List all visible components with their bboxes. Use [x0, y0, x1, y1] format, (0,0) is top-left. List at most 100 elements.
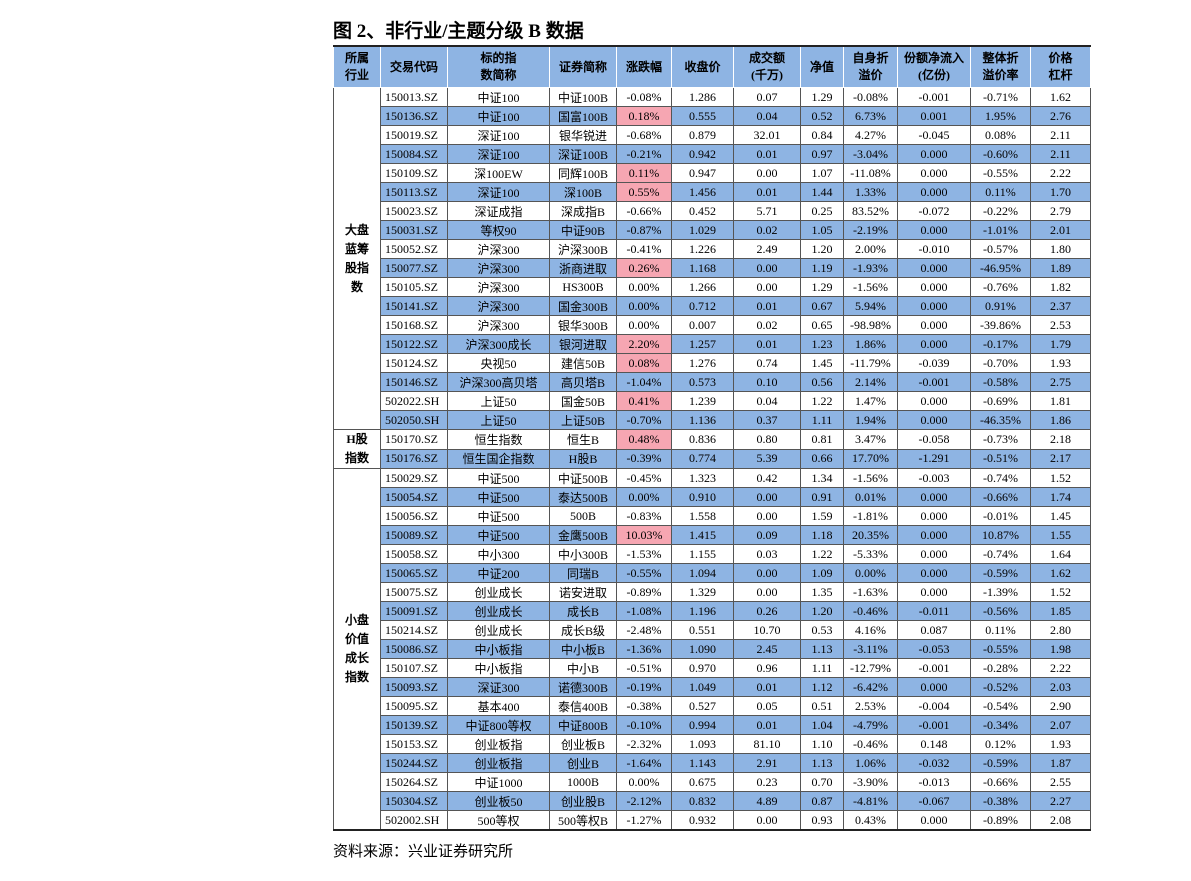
table-cell: 0.000 [897, 296, 971, 316]
table-cell: 0.01 [733, 334, 801, 354]
table-cell: 沪深300 [447, 277, 550, 297]
table-cell: 0.00% [616, 296, 672, 316]
table-cell: -39.86% [970, 315, 1031, 335]
table-cell: 0.836 [671, 429, 734, 450]
table-cell: 沪深300成长 [447, 334, 550, 354]
table-cell: 150084.SZ [380, 144, 448, 164]
table-cell: 150122.SZ [380, 334, 448, 354]
table-cell: 中证800等权 [447, 715, 550, 735]
table-cell: 0.000 [897, 258, 971, 278]
table-cell: 2.76 [1030, 106, 1091, 126]
table-cell: 150058.SZ [380, 544, 448, 564]
table-cell: 0.55% [616, 182, 672, 202]
table-cell: 1.093 [671, 734, 734, 754]
table-cell: 0.774 [671, 448, 734, 469]
table-cell: 2.00% [843, 239, 898, 259]
table-cell: 150075.SZ [380, 582, 448, 602]
table-cell: 1.94% [843, 410, 898, 430]
table-cell: 0.05 [733, 696, 801, 716]
table-cell: 150077.SZ [380, 258, 448, 278]
table-cell: 150168.SZ [380, 315, 448, 335]
table-cell: 150176.SZ [380, 448, 448, 469]
table-cell: -0.08% [616, 87, 672, 107]
column-header: 涨跌幅 [616, 45, 672, 88]
table-cell: 同瑞B [549, 563, 617, 583]
text-line: 数简称 [480, 68, 517, 82]
table-cell: 0.675 [671, 772, 734, 792]
table-cell: 上证50B [549, 410, 617, 430]
table-cell: 2.75 [1030, 372, 1091, 392]
table-cell: 0.00 [733, 563, 801, 583]
table-cell: 0.994 [671, 715, 734, 735]
table-cell: 0.087 [897, 620, 971, 640]
table-cell: -1.81% [843, 506, 898, 526]
table-cell: -3.11% [843, 639, 898, 659]
table-cell: 0.01 [733, 296, 801, 316]
data-table: 所属 行业 交易代码 标的指 数简称 证券简称 涨跌幅 收盘价 成交额 (千万) 净值 自身折 溢价 份额… [333, 45, 1091, 831]
table-cell: 1.74 [1030, 487, 1091, 507]
table-cell: 2.03 [1030, 677, 1091, 697]
table-cell: 500等权 [447, 810, 550, 831]
table-cell: 1.05 [800, 220, 844, 240]
table-cell: -2.19% [843, 220, 898, 240]
group-label: 大盘 蓝筹 股指数 [333, 87, 381, 430]
table-row: 150056.SZ 中证500 500B -0.83% 1.558 0.00 1.59 -1.… [334, 506, 1091, 526]
text-line: (亿份) [918, 68, 950, 82]
table-cell: 0.51 [800, 696, 844, 716]
table-cell: -0.83% [616, 506, 672, 526]
table-cell: 150109.SZ [380, 163, 448, 183]
text-line: 价值 [344, 632, 369, 646]
text-line: 溢价率 [982, 68, 1019, 82]
table-cell: 1.86 [1030, 410, 1091, 430]
table-cell: -0.57% [970, 239, 1031, 259]
table-cell: -3.04% [843, 144, 898, 164]
table-cell: -0.51% [970, 448, 1031, 469]
table-cell: 1.143 [671, 753, 734, 773]
table-cell: 4.27% [843, 125, 898, 145]
text-line: 所属 [344, 51, 369, 65]
table-cell: 0.00 [733, 163, 801, 183]
table-cell: 中证100 [447, 106, 550, 126]
table-row: 150168.SZ 沪深300 银华300B 0.00% 0.007 0.02 0.65 -9… [334, 315, 1091, 335]
table-cell: -0.001 [897, 87, 971, 107]
table-cell: 1.029 [671, 220, 734, 240]
table-cell: -0.38% [616, 696, 672, 716]
table-cell: 0.00% [616, 315, 672, 335]
table-row: 150089.SZ 中证500 金鹰500B 10.03% 1.415 0.09 1.18 2… [334, 525, 1091, 545]
table-cell: 0.25 [800, 201, 844, 221]
table-row: 150058.SZ 中小300 中小300B -1.53% 1.155 0.03 1.22-… [334, 544, 1091, 564]
table-cell: 3.47% [843, 429, 898, 450]
table-cell: -46.95% [970, 258, 1031, 278]
table-cell: 0.81 [800, 429, 844, 450]
text-line: 收盘价 [684, 59, 721, 74]
table-cell: -0.45% [616, 468, 672, 488]
table-cell: 2.90 [1030, 696, 1091, 716]
table-cell: 1.98 [1030, 639, 1091, 659]
table-cell: 创业板50 [447, 791, 550, 811]
table-cell: -6.42% [843, 677, 898, 697]
table-cell: 沪深300 [447, 315, 550, 335]
table-cell: -4.79% [843, 715, 898, 735]
table-cell: -1.93% [843, 258, 898, 278]
table-cell: HS300B [549, 277, 617, 297]
table-cell: -0.013 [897, 772, 971, 792]
table-cell: -0.59% [970, 753, 1031, 773]
table-cell: 0.000 [897, 182, 971, 202]
table-cell: 150089.SZ [380, 525, 448, 545]
table-cell: 中小板指 [447, 658, 550, 678]
table-row: 150054.SZ 中证500 泰达500B 0.00% 0.910 0.00 0.91 0.… [334, 487, 1091, 507]
table-cell: 0.80 [733, 429, 801, 450]
table-cell: 150107.SZ [380, 658, 448, 678]
table-cell: -0.003 [897, 468, 971, 488]
column-header: 整体折 溢价率 [970, 45, 1031, 88]
table-cell: 0.00 [733, 487, 801, 507]
table-cell: -2.32% [616, 734, 672, 754]
table-cell: 高贝塔B [549, 372, 617, 392]
table-cell: -0.66% [970, 772, 1031, 792]
table-cell: -0.52% [970, 677, 1031, 697]
table-cell: -0.68% [616, 125, 672, 145]
table-cell: 0.00 [733, 258, 801, 278]
table-cell: 0.000 [897, 506, 971, 526]
table-cell: -0.54% [970, 696, 1031, 716]
table-cell: 0.970 [671, 658, 734, 678]
